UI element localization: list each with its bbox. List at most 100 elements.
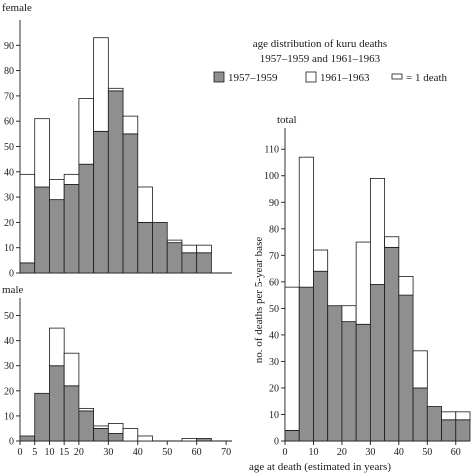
male-x-tick-label: 50 xyxy=(162,447,172,458)
female-bar-1961-1963 xyxy=(122,115,139,135)
total-bar-1957-1959 xyxy=(412,387,428,442)
total-y-tick-label: 40 xyxy=(269,330,279,341)
female-bar-1961-1963 xyxy=(107,87,124,92)
male-y-tick-label: 10 xyxy=(4,411,14,422)
total-bar-1961-1963 xyxy=(369,177,386,285)
female-bar-1961-1963 xyxy=(34,118,50,188)
female-bar-1961-1963 xyxy=(78,98,95,165)
female-y-tick-label: 80 xyxy=(4,66,14,77)
legend-label-unit: = 1 death xyxy=(406,72,448,84)
male-bar-1961-1963 xyxy=(181,438,198,442)
female-y-tick-label: 70 xyxy=(4,91,14,102)
male-x-tick-label: 70 xyxy=(221,447,231,458)
male-bar-1961-1963 xyxy=(49,327,65,367)
panel-title-male: male xyxy=(2,284,23,296)
female-bar-1957-1959 xyxy=(152,221,168,274)
total-y-tick-label: 90 xyxy=(269,198,279,209)
total-bar-1957-1959 xyxy=(441,419,457,442)
female-y-tick-label: 0 xyxy=(9,269,14,280)
female-bar-1961-1963 xyxy=(49,178,65,201)
total-x-tick-label: 0 xyxy=(283,447,288,458)
legend-swatch-a xyxy=(213,71,225,83)
male-bar-1957-1959 xyxy=(19,435,36,442)
female-bar-1957-1959 xyxy=(181,252,198,274)
male-x-tick-label: 40 xyxy=(133,447,143,458)
total-y-tick-label: 110 xyxy=(264,145,279,156)
male-bar-1957-1959 xyxy=(34,392,50,442)
total-bar-1957-1959 xyxy=(284,429,300,442)
total-y-tick-label: 100 xyxy=(264,171,279,182)
legend-label-b: 1961–1963 xyxy=(320,72,370,84)
total-bar-1957-1959 xyxy=(398,294,414,442)
total-x-tick-label: 20 xyxy=(337,447,347,458)
female-bar-1957-1959 xyxy=(122,133,139,274)
male-x-tick-label: 0 xyxy=(18,447,23,458)
male-x-tick-label: 5 xyxy=(32,447,37,458)
panel-female: 0 10 20 30 40 50 60 70 80 90 xyxy=(4,20,232,280)
female-bar-1957-1959 xyxy=(137,221,153,274)
y-axis-label: no. of deaths per 5-year base xyxy=(253,237,265,364)
female-y-tick-label: 10 xyxy=(4,243,14,254)
total-bar-1961-1963 xyxy=(441,411,457,421)
total-bar-1957-1959 xyxy=(355,323,371,442)
male-bar-1957-1959 xyxy=(63,385,80,442)
female-bar-1957-1959 xyxy=(196,252,212,274)
male-y-tick-label: 50 xyxy=(4,311,14,322)
male-bar-1957-1959 xyxy=(107,433,124,442)
female-y-tick-label: 30 xyxy=(4,193,14,204)
total-bar-1961-1963 xyxy=(298,156,314,288)
total-bar-1957-1959 xyxy=(384,246,400,442)
female-y-tick-label: 50 xyxy=(4,142,14,153)
female-y-tick-label: 40 xyxy=(4,167,14,178)
female-bar-1961-1963 xyxy=(19,173,36,264)
male-bar-1961-1963 xyxy=(122,428,139,442)
male-bar-1961-1963 xyxy=(63,352,80,387)
total-bar-1957-1959 xyxy=(341,321,357,442)
female-bar-1961-1963 xyxy=(63,173,80,185)
total-x-tick-label: 40 xyxy=(394,447,404,458)
total-bar-1957-1959 xyxy=(298,286,314,442)
x-axis-label: age at death (estimated in years) xyxy=(249,461,391,473)
legend-title-line1: age distribution of kuru deaths xyxy=(253,38,387,50)
legend-swatch-b xyxy=(305,71,317,83)
male-bar-1961-1963 xyxy=(137,435,153,442)
total-y-tick-label: 70 xyxy=(269,251,279,262)
female-bar-1961-1963 xyxy=(93,37,109,132)
total-y-tick-label: 60 xyxy=(269,277,279,288)
legend-label-a: 1957–1959 xyxy=(228,72,278,84)
female-bar-1957-1959 xyxy=(63,184,80,274)
total-bar-1957-1959 xyxy=(369,284,386,442)
female-bar-1961-1963 xyxy=(166,239,183,244)
male-y-tick-label: 40 xyxy=(4,336,14,347)
total-y-tick-label: 50 xyxy=(269,304,279,315)
total-y-tick-label: 0 xyxy=(274,437,279,448)
total-bar-1961-1963 xyxy=(313,249,329,272)
legend: age distribution of kuru deaths 1957–195… xyxy=(213,38,448,84)
female-bar-1961-1963 xyxy=(181,244,198,254)
male-x-tick-label: 60 xyxy=(192,447,202,458)
total-y-tick-label: 30 xyxy=(269,357,279,368)
female-bar-1957-1959 xyxy=(107,90,124,274)
total-x-tick-label: 60 xyxy=(451,447,461,458)
male-bar-1961-1963 xyxy=(78,407,95,412)
male-y-tick-label: 0 xyxy=(9,437,14,448)
male-y-tick-label: 30 xyxy=(4,361,14,372)
male-bar-1957-1959 xyxy=(196,438,212,442)
total-bar-1961-1963 xyxy=(384,236,400,248)
female-bar-1957-1959 xyxy=(19,262,36,274)
male-bar-1957-1959 xyxy=(78,410,95,442)
total-x-tick-label: 30 xyxy=(365,447,375,458)
panel-title-total: total xyxy=(277,114,297,126)
total-bar-1957-1959 xyxy=(426,406,442,442)
female-y-tick-label: 60 xyxy=(4,117,14,128)
total-bar-1961-1963 xyxy=(355,241,371,325)
total-bar-1961-1963 xyxy=(455,411,471,421)
total-y-tick-label: 10 xyxy=(269,410,279,421)
female-bar-1957-1959 xyxy=(166,242,183,274)
total-x-tick-label: 10 xyxy=(308,447,318,458)
male-bar-1957-1959 xyxy=(93,428,109,442)
total-bar-1957-1959 xyxy=(327,305,343,442)
total-bar-1957-1959 xyxy=(313,270,329,442)
